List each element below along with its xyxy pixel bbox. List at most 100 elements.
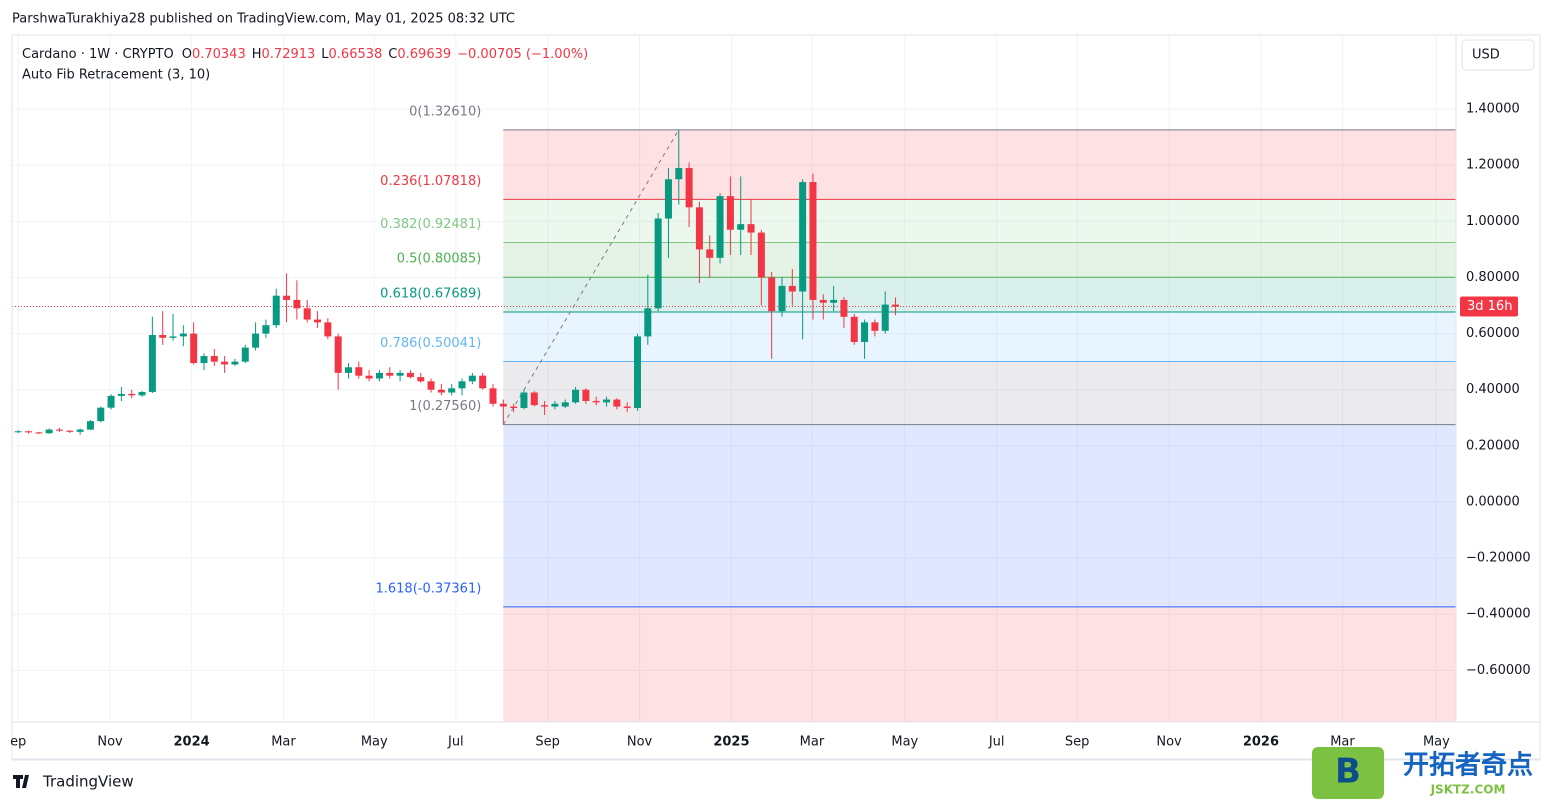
candle-body bbox=[138, 391, 146, 396]
y-tick-label: −0.60000 bbox=[1466, 663, 1531, 678]
x-tick-label: Mar bbox=[271, 735, 296, 750]
candle-body bbox=[809, 182, 817, 300]
candle-body bbox=[406, 372, 414, 378]
legend-item: O bbox=[182, 47, 192, 62]
countdown: 3d 16h bbox=[1467, 299, 1512, 314]
candle-body bbox=[334, 336, 342, 373]
fib-zone bbox=[503, 361, 1457, 425]
candle-body bbox=[396, 372, 404, 376]
fib-zone bbox=[503, 277, 1457, 313]
candle-body bbox=[747, 224, 755, 233]
candle-body bbox=[706, 249, 714, 258]
candle-body bbox=[45, 429, 53, 434]
legend-item: 0.66538 bbox=[329, 47, 383, 62]
fib-label: 0.5(0.80085) bbox=[397, 252, 482, 267]
currency[interactable]: USD bbox=[1472, 48, 1500, 63]
x-tick-label: May bbox=[1423, 735, 1450, 750]
candle-body bbox=[86, 421, 94, 430]
x-tick-label: May bbox=[891, 735, 918, 750]
fib-label: 1.618(-0.37361) bbox=[375, 581, 481, 596]
x-tick-label: May bbox=[361, 735, 388, 750]
fib-zone bbox=[503, 312, 1457, 362]
plot-area: 0(1.32610) 0.236(1.07818) 0.382(0.92481) 0.… bbox=[12, 35, 1457, 722]
y-tick-label: 0.80000 bbox=[1466, 270, 1520, 285]
fib-zone bbox=[503, 424, 1457, 607]
candle-body bbox=[427, 381, 435, 390]
candle-body bbox=[314, 319, 322, 323]
candle-body bbox=[675, 168, 683, 180]
candle-body bbox=[551, 403, 559, 407]
legend-item: L bbox=[321, 47, 329, 62]
x-tick-label: 2026 bbox=[1243, 735, 1279, 750]
fib-zone bbox=[503, 199, 1457, 243]
currency-button[interactable] bbox=[1461, 39, 1535, 71]
candle-body bbox=[830, 299, 838, 303]
candle-body bbox=[644, 308, 652, 337]
fib-label: 0.236(1.07818) bbox=[380, 174, 481, 189]
candle-body bbox=[685, 168, 693, 208]
watermark-logo bbox=[1312, 747, 1384, 799]
fib-label: 0.786(0.50041) bbox=[380, 336, 481, 351]
candle-body bbox=[726, 196, 734, 230]
candle-body bbox=[489, 388, 497, 404]
candle-body bbox=[365, 375, 373, 379]
candle-body bbox=[344, 367, 352, 373]
legend-item: 0.70343 bbox=[192, 47, 246, 62]
candle-body bbox=[510, 406, 518, 408]
x-tick-label: ep bbox=[10, 735, 26, 750]
candle-body bbox=[788, 285, 796, 292]
candle-body bbox=[179, 333, 187, 337]
legend-item: C bbox=[388, 47, 397, 62]
candle-body bbox=[128, 393, 136, 396]
x-tick-label: Mar bbox=[800, 735, 825, 750]
frame bbox=[11, 34, 1541, 760]
candle-body bbox=[468, 375, 476, 382]
fib-label: 1(0.27560) bbox=[409, 399, 481, 414]
x-tick-label: 2025 bbox=[713, 735, 749, 750]
candle-body bbox=[561, 402, 569, 407]
candle-body bbox=[355, 367, 363, 376]
candle-body bbox=[169, 336, 177, 338]
candle-body bbox=[695, 207, 703, 250]
x-tick-label: 2024 bbox=[174, 735, 210, 750]
watermark-url: JSKTZ.COM bbox=[1430, 783, 1506, 797]
indicator: Auto Fib Retracement (3, 10) bbox=[22, 68, 210, 83]
legend-item: −0.00705 (−1.00%) bbox=[457, 47, 588, 62]
candle-body bbox=[200, 356, 208, 364]
y-tick-label: 1.20000 bbox=[1466, 158, 1520, 173]
fib-label: 0.382(0.92481) bbox=[380, 217, 481, 232]
candle-body bbox=[272, 295, 280, 326]
fib-trend bbox=[502, 129, 680, 425]
candle-body bbox=[520, 392, 528, 408]
candle-body bbox=[716, 196, 724, 258]
candle-body bbox=[437, 389, 445, 393]
x-tick-label: Jul bbox=[447, 735, 464, 750]
candle-body bbox=[14, 431, 22, 433]
candle-body bbox=[117, 393, 125, 396]
legend: Cardano · 1W · CRYPTO O0.70343 H0.72913 L0.… bbox=[22, 47, 588, 62]
brand: TradingView bbox=[42, 773, 134, 791]
candle-body bbox=[386, 372, 394, 376]
candle-body bbox=[66, 430, 74, 432]
legend-item: H bbox=[252, 47, 262, 62]
candle-body bbox=[283, 295, 291, 300]
candle-body bbox=[55, 429, 63, 431]
x-tick-label: Sep bbox=[1065, 735, 1090, 750]
candle-body bbox=[231, 361, 239, 365]
candle-body bbox=[417, 377, 425, 382]
candle-body bbox=[159, 335, 167, 338]
candle-body bbox=[458, 381, 466, 389]
candle-body bbox=[262, 325, 270, 334]
candle-body bbox=[840, 299, 848, 317]
candle-body bbox=[603, 399, 611, 403]
candle-body bbox=[375, 372, 383, 379]
candle-body bbox=[530, 392, 538, 406]
candle-body bbox=[737, 224, 745, 230]
candle-body bbox=[293, 299, 301, 309]
candle-body bbox=[778, 285, 786, 312]
candle-body bbox=[892, 304, 900, 307]
candle-body bbox=[107, 395, 115, 408]
fib-zone bbox=[503, 129, 1457, 200]
